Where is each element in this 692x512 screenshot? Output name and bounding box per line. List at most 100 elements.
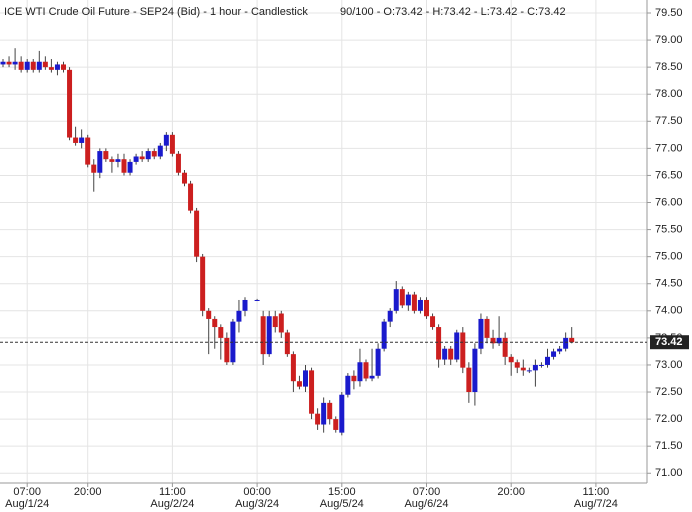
candle-body [460, 332, 466, 368]
y-tick-label: 76.00 [655, 196, 683, 208]
candle-body [36, 61, 42, 70]
y-tick-label: 79.50 [655, 7, 683, 19]
candle-body [260, 316, 266, 355]
candle-body [254, 299, 260, 301]
candle-body [563, 337, 569, 349]
candle-body [188, 183, 194, 211]
x-tick-label: 15:00 [328, 486, 356, 498]
candle-body [42, 61, 48, 68]
x-date-label: Aug/6/24 [404, 498, 448, 510]
x-date-label: Aug/1/24 [5, 498, 49, 510]
candle-body [6, 61, 12, 65]
candle-body [466, 367, 472, 393]
candle-body [490, 337, 496, 344]
candle-body [133, 156, 139, 162]
candle-body [321, 402, 327, 425]
candle-body [357, 362, 363, 382]
x-tick-label: 11:00 [583, 486, 610, 498]
last-price-box [650, 335, 689, 350]
candle-body [163, 134, 169, 146]
x-date-label: Aug/5/24 [320, 498, 364, 510]
candle-body [478, 318, 484, 349]
candle-body [381, 321, 387, 349]
candle-body [67, 69, 73, 138]
candle-body [151, 151, 157, 157]
candle-body [520, 367, 526, 371]
y-tick-label: 74.00 [655, 305, 683, 317]
candle-body [54, 64, 60, 70]
candle-body [284, 332, 290, 355]
x-tick-label: 07:00 [413, 486, 441, 498]
candle-body [363, 362, 369, 379]
candle-body [339, 394, 345, 433]
candle-body [109, 159, 115, 162]
candle-body [375, 348, 381, 376]
candle-body [30, 61, 36, 70]
candle-body [417, 299, 423, 311]
y-tick-label: 77.50 [655, 115, 683, 127]
candle-body [442, 348, 448, 360]
candle-body [345, 375, 351, 395]
candle-body [315, 413, 321, 425]
candle-body [212, 318, 218, 328]
candle-body [194, 210, 200, 257]
candle-body [242, 299, 248, 311]
y-tick-label: 75.00 [655, 251, 683, 263]
candle-body [296, 381, 302, 387]
candle-body [526, 370, 532, 372]
y-tick-label: 77.00 [655, 142, 683, 154]
x-date-label: Aug/2/24 [150, 498, 194, 510]
y-tick-label: 75.50 [655, 223, 683, 235]
candle-body [333, 419, 339, 430]
candle-body [103, 151, 109, 160]
y-tick-label: 78.00 [655, 88, 683, 100]
x-date-label: Aug/3/24 [235, 498, 279, 510]
candle-body [327, 402, 333, 420]
candle-body [272, 316, 278, 328]
candle-body [538, 364, 544, 366]
candle-body [436, 327, 442, 360]
candle-body [218, 327, 224, 338]
candle-body [12, 61, 18, 65]
candle-body [224, 337, 230, 363]
x-tick-label: 11:00 [159, 486, 186, 498]
candle-body [115, 159, 121, 162]
candle-body [278, 313, 284, 333]
x-tick-label: 07:00 [13, 486, 41, 498]
candle-body [472, 348, 478, 393]
candle-body [405, 294, 411, 306]
candle-body [145, 151, 151, 160]
candle-body [545, 356, 550, 365]
y-tick-label: 71.50 [655, 440, 683, 452]
candle-body [85, 137, 91, 165]
candle-body [206, 310, 212, 319]
candle-body [169, 134, 175, 154]
candle-body [387, 310, 393, 322]
candle-body [430, 316, 436, 328]
candle-body [484, 318, 490, 338]
candle-body [175, 153, 181, 173]
candle-body [309, 370, 315, 414]
candle-body [502, 337, 508, 357]
candle-body [290, 354, 296, 382]
candle-body [79, 137, 85, 143]
candle-body [182, 172, 187, 184]
candle-body [551, 351, 557, 357]
candle-body [127, 161, 133, 173]
candle-body [48, 67, 54, 70]
candle-body [448, 348, 454, 360]
x-date-label: Aug/7/24 [574, 498, 618, 510]
y-tick-label: 72.00 [655, 413, 683, 425]
x-tick-label: 00:00 [243, 486, 271, 498]
y-tick-label: 73.00 [655, 359, 683, 371]
candle-body [393, 289, 399, 311]
candle-body [411, 294, 417, 311]
candle-body [569, 337, 575, 343]
x-tick-label: 20:00 [497, 486, 525, 498]
candle-body [557, 348, 563, 352]
candle-body [157, 145, 163, 157]
candle-body [97, 151, 103, 173]
candle-body [91, 164, 97, 173]
y-tick-label: 78.50 [655, 61, 683, 73]
